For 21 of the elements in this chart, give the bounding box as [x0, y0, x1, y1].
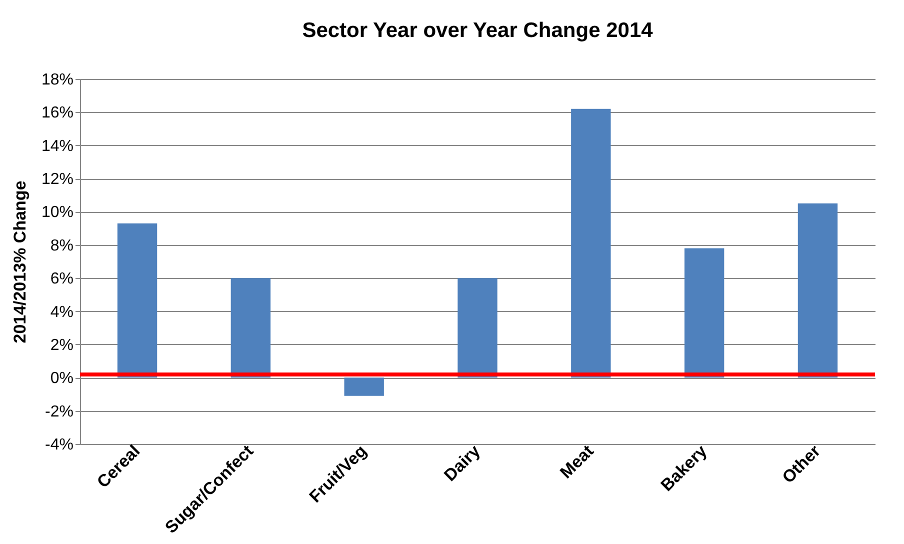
y-axis-title: 2014/2013% Change	[10, 180, 30, 344]
chart-title: Sector Year over Year Change 2014	[302, 19, 654, 42]
bar	[684, 248, 724, 378]
bar	[230, 278, 271, 378]
y-tick-label: 6%	[50, 270, 74, 288]
y-tick-label: 2%	[50, 336, 74, 354]
y-tick-label: 18%	[41, 72, 74, 88]
y-tick-label: -2%	[45, 403, 74, 420]
y-tick-label: 16%	[41, 104, 74, 122]
y-tick-label: 12%	[41, 171, 74, 188]
bar	[458, 278, 498, 378]
y-tick-label: 4%	[50, 304, 74, 321]
bar	[798, 203, 838, 378]
bar	[571, 108, 611, 378]
y-tick-label: 10%	[41, 204, 74, 222]
bar	[117, 223, 158, 378]
y-tick-label: 8%	[50, 237, 74, 254]
y-tick-label: 14%	[41, 138, 74, 155]
y-tick-label: -4%	[45, 436, 74, 454]
bar	[344, 378, 384, 396]
y-tick-label: 0%	[50, 370, 74, 388]
